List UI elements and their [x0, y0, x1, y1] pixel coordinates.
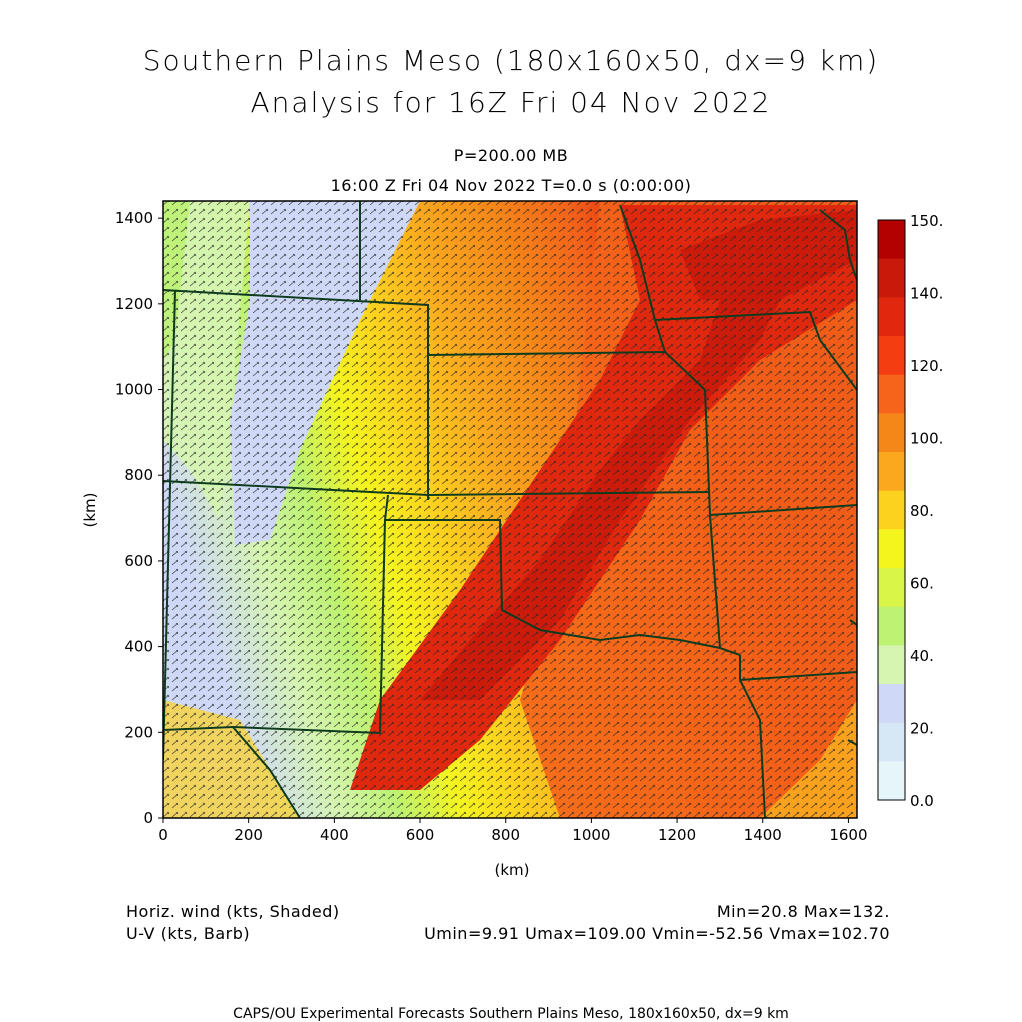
colorbar-swatch — [878, 529, 905, 569]
colorbar-label: 120. — [910, 357, 943, 375]
chart-title: Southern Plains Meso (180x160x50, dx=9 k… — [142, 44, 880, 77]
pressure-level-label: P=200.00 MB — [453, 146, 569, 165]
legend-barb-label: U-V (kts, Barb) — [126, 924, 251, 943]
colorbar-swatch — [878, 606, 905, 646]
analysis-time-title: Analysis for 16Z Fri 04 Nov 2022 — [250, 86, 772, 119]
y-tick-label: 1000 — [115, 381, 153, 399]
colorbar-label: 60. — [910, 575, 934, 593]
x-axis-ticks: 0 200 400 600 800 1000 1200 1400 1600 — [158, 818, 868, 844]
footer-credit: CAPS/OU Experimental Forecasts Southern … — [233, 1006, 789, 1022]
colorbar-swatch — [878, 220, 905, 260]
colorbar-swatch — [878, 722, 905, 762]
colorbar-swatch — [878, 684, 905, 724]
colorbar-swatch — [878, 645, 905, 685]
colorbar-swatch — [878, 761, 905, 801]
colorbar-label: 140. — [910, 285, 943, 303]
x-tick-label: 1000 — [572, 826, 610, 844]
x-tick-label: 800 — [491, 826, 520, 844]
y-tick-label: 1200 — [115, 295, 153, 313]
colorbar-swatch — [878, 568, 905, 608]
colorbar-swatch — [878, 413, 905, 453]
y-tick-label: 800 — [124, 466, 153, 484]
colorbar-swatch — [878, 452, 905, 492]
colorbar-label: 80. — [910, 502, 934, 520]
colorbar-swatch — [878, 490, 905, 530]
x-tick-label: 0 — [158, 826, 168, 844]
legend-shaded-label: Horiz. wind (kts, Shaded) — [126, 902, 340, 921]
y-tick-label: 400 — [124, 638, 153, 656]
y-tick-label: 0 — [143, 809, 153, 827]
map-frame — [162, 200, 858, 819]
x-tick-label: 1600 — [829, 826, 867, 844]
valid-time-label: 16:00 Z Fri 04 Nov 2022 T=0.0 s (0:00:00… — [330, 176, 692, 195]
colorbar-label: 40. — [910, 647, 934, 665]
x-tick-label: 1400 — [744, 826, 782, 844]
colorbar-frame — [877, 219, 906, 801]
colorbar-label: 0.0 — [910, 792, 934, 810]
y-tick-label: 200 — [124, 723, 153, 741]
colorbar-label: 150. — [910, 212, 943, 230]
x-axis-label: (km) — [494, 861, 529, 879]
x-tick-label: 400 — [320, 826, 349, 844]
colorbar-swatch — [878, 297, 905, 337]
x-tick-label: 1200 — [658, 826, 696, 844]
min-max-label: Min=20.8 Max=132. — [716, 902, 890, 921]
y-axis-ticks: 0 200 400 600 800 1000 1200 1400 — [115, 209, 163, 827]
y-tick-label: 1400 — [115, 209, 153, 227]
colorbar-swatch — [878, 336, 905, 376]
colorbar-swatch — [878, 258, 905, 298]
uv-range-label: Umin=9.91 Umax=109.00 Vmin=-52.56 Vmax=1… — [424, 924, 890, 943]
y-tick-label: 600 — [124, 552, 153, 570]
y-axis-label: (km) — [81, 492, 99, 527]
x-tick-label: 600 — [406, 826, 435, 844]
colorbar-label: 100. — [910, 430, 943, 448]
colorbar-label: 20. — [910, 720, 934, 738]
wind-speed-shading — [163, 201, 857, 818]
colorbar: 150. 140. 120. 100. 80. 60. 40. 20. 0.0 — [877, 212, 943, 810]
colorbar-swatch — [878, 374, 905, 414]
x-tick-label: 200 — [234, 826, 263, 844]
